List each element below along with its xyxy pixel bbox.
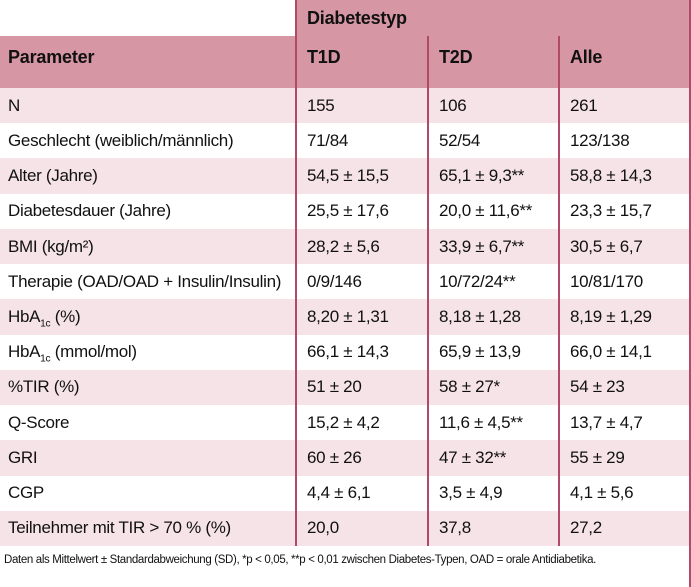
label-subscript: 1c — [40, 353, 51, 365]
t2d-cell: 52/54 — [427, 123, 558, 159]
column-header-alle: Alle — [558, 36, 691, 88]
table-row-therapie: Therapie (OAD/OAD + Insulin/Insulin) 0/9… — [0, 264, 691, 300]
parameter-cell: HbA1c (mmol/mol) — [0, 335, 295, 370]
table-row-hba1c-percent: HbA1c (%) 8,20 ± 1,31 8,18 ± 1,28 8,19 ±… — [0, 299, 691, 335]
t1d-cell: 4,4 ± 6,1 — [295, 475, 427, 511]
alle-cell: 23,3 ± 15,7 — [558, 193, 691, 229]
alle-cell: 55 ± 29 — [558, 440, 691, 476]
row-label: HbA1c (mmol/mol) — [8, 342, 137, 365]
alle-cell: 4,1 ± 5,6 — [558, 475, 691, 511]
t1d-cell: 15,2 ± 4,2 — [295, 405, 427, 441]
alle-cell: 123/138 — [558, 123, 691, 159]
parameter-cell: HbA1c (%) — [0, 299, 295, 334]
parameter-cell: Geschlecht (weiblich/männlich) — [8, 130, 234, 150]
column-header-t2d: T2D — [427, 36, 558, 88]
parameter-cell: Diabetesdauer (Jahre) — [8, 201, 171, 221]
table-row-cgp: CGP 4,4 ± 6,1 3,5 ± 4,9 4,1 ± 5,6 — [0, 475, 691, 511]
alle-cell: 8,19 ± 1,29 — [558, 299, 691, 335]
t2d-cell: 37,8 — [427, 510, 558, 547]
parameter-cell: GRI — [8, 447, 38, 467]
group-header-diabetestyp: Diabetestyp — [295, 0, 691, 36]
t1d-cell: 66,1 ± 14,3 — [295, 334, 427, 370]
t1d-cell: 20,0 — [295, 510, 427, 547]
alle-cell: 58,8 ± 14,3 — [558, 158, 691, 194]
t1d-cell: 71/84 — [295, 123, 427, 159]
alle-cell: 66,0 ± 14,1 — [558, 334, 691, 370]
alle-cell: 13,7 ± 4,7 — [558, 405, 691, 441]
table-row-teilnehmer-tir70: Teilnehmer mit TIR > 70 % (%) 20,0 37,8 … — [0, 510, 691, 547]
t2d-cell: 20,0 ± 11,6** — [427, 193, 558, 229]
t2d-cell: 47 ± 32** — [427, 440, 558, 476]
parameter-cell: Therapie (OAD/OAD + Insulin/Insulin) — [8, 271, 282, 291]
label-base: HbA — [8, 307, 41, 327]
t2d-cell: 11,6 ± 4,5** — [427, 405, 558, 441]
column-header-t1d: T1D — [295, 36, 427, 88]
t1d-cell: 25,5 ± 17,6 — [295, 193, 427, 229]
table-row-geschlecht: Geschlecht (weiblich/männlich) 71/84 52/… — [0, 123, 691, 159]
t2d-cell: 106 — [427, 88, 558, 124]
parameter-cell: Q-Score — [8, 412, 70, 432]
label-subscript: 1c — [40, 318, 51, 330]
page-column-rule — [689, 0, 691, 587]
table-row-hba1c-mmol: HbA1c (mmol/mol) 66,1 ± 14,3 65,9 ± 13,9… — [0, 334, 691, 370]
t2d-cell: 33,9 ± 6,7** — [427, 228, 558, 265]
parameter-cell: Alter (Jahre) — [8, 166, 98, 186]
table-footnote: Daten als Mittelwert ± Standardabweichun… — [0, 546, 691, 587]
table-row-diabetesdauer: Diabetesdauer (Jahre) 25,5 ± 17,6 20,0 ±… — [0, 193, 691, 229]
table-body: N 155 106 261 Geschlecht (weiblich/männl… — [0, 88, 691, 547]
corner-spacer — [0, 0, 295, 36]
t2d-cell: 10/72/24** — [427, 264, 558, 300]
table-row-tir: %TIR (%) 51 ± 20 58 ± 27* 54 ± 23 — [0, 369, 691, 406]
t1d-cell: 8,20 ± 1,31 — [295, 299, 427, 335]
table-row-bmi: BMI (kg/m²) 28,2 ± 5,6 33,9 ± 6,7** 30,5… — [0, 228, 691, 265]
alle-cell: 27,2 — [558, 510, 691, 547]
parameter-cell: N — [8, 95, 20, 115]
t1d-cell: 54,5 ± 15,5 — [295, 158, 427, 194]
t1d-cell: 28,2 ± 5,6 — [295, 228, 427, 265]
t2d-cell: 3,5 ± 4,9 — [427, 475, 558, 511]
label-rest: (%) — [50, 307, 81, 327]
label-base: HbA — [8, 342, 41, 362]
table-group-header-row: Diabetestyp — [0, 0, 691, 36]
table-row-alter: Alter (Jahre) 54,5 ± 15,5 65,1 ± 9,3** 5… — [0, 158, 691, 194]
parameter-cell: Teilnehmer mit TIR > 70 % (%) — [8, 518, 231, 538]
table-row-gri: GRI 60 ± 26 47 ± 32** 55 ± 29 — [0, 440, 691, 476]
t1d-cell: 51 ± 20 — [295, 369, 427, 406]
parameter-cell: BMI (kg/m²) — [8, 236, 94, 256]
t2d-cell: 65,9 ± 13,9 — [427, 334, 558, 370]
alle-cell: 10/81/170 — [558, 264, 691, 300]
t2d-cell: 65,1 ± 9,3** — [427, 158, 558, 194]
t1d-cell: 0/9/146 — [295, 264, 427, 300]
table-row-n: N 155 106 261 — [0, 88, 691, 124]
parameter-cell: CGP — [8, 483, 44, 503]
alle-cell: 30,5 ± 6,7 — [558, 228, 691, 265]
parameter-cell: %TIR (%) — [8, 377, 80, 397]
row-label: HbA1c (%) — [8, 307, 81, 330]
alle-cell: 54 ± 23 — [558, 369, 691, 406]
t1d-cell: 60 ± 26 — [295, 440, 427, 476]
t2d-cell: 58 ± 27* — [427, 369, 558, 406]
alle-cell: 261 — [558, 88, 691, 124]
table-column-header-row: Parameter T1D T2D Alle — [0, 36, 691, 88]
label-rest: (mmol/mol) — [50, 342, 137, 362]
t1d-cell: 155 — [295, 88, 427, 124]
t2d-cell: 8,18 ± 1,28 — [427, 299, 558, 335]
column-header-parameter: Parameter — [8, 46, 95, 67]
table-row-qscore: Q-Score 15,2 ± 4,2 11,6 ± 4,5** 13,7 ± 4… — [0, 405, 691, 441]
